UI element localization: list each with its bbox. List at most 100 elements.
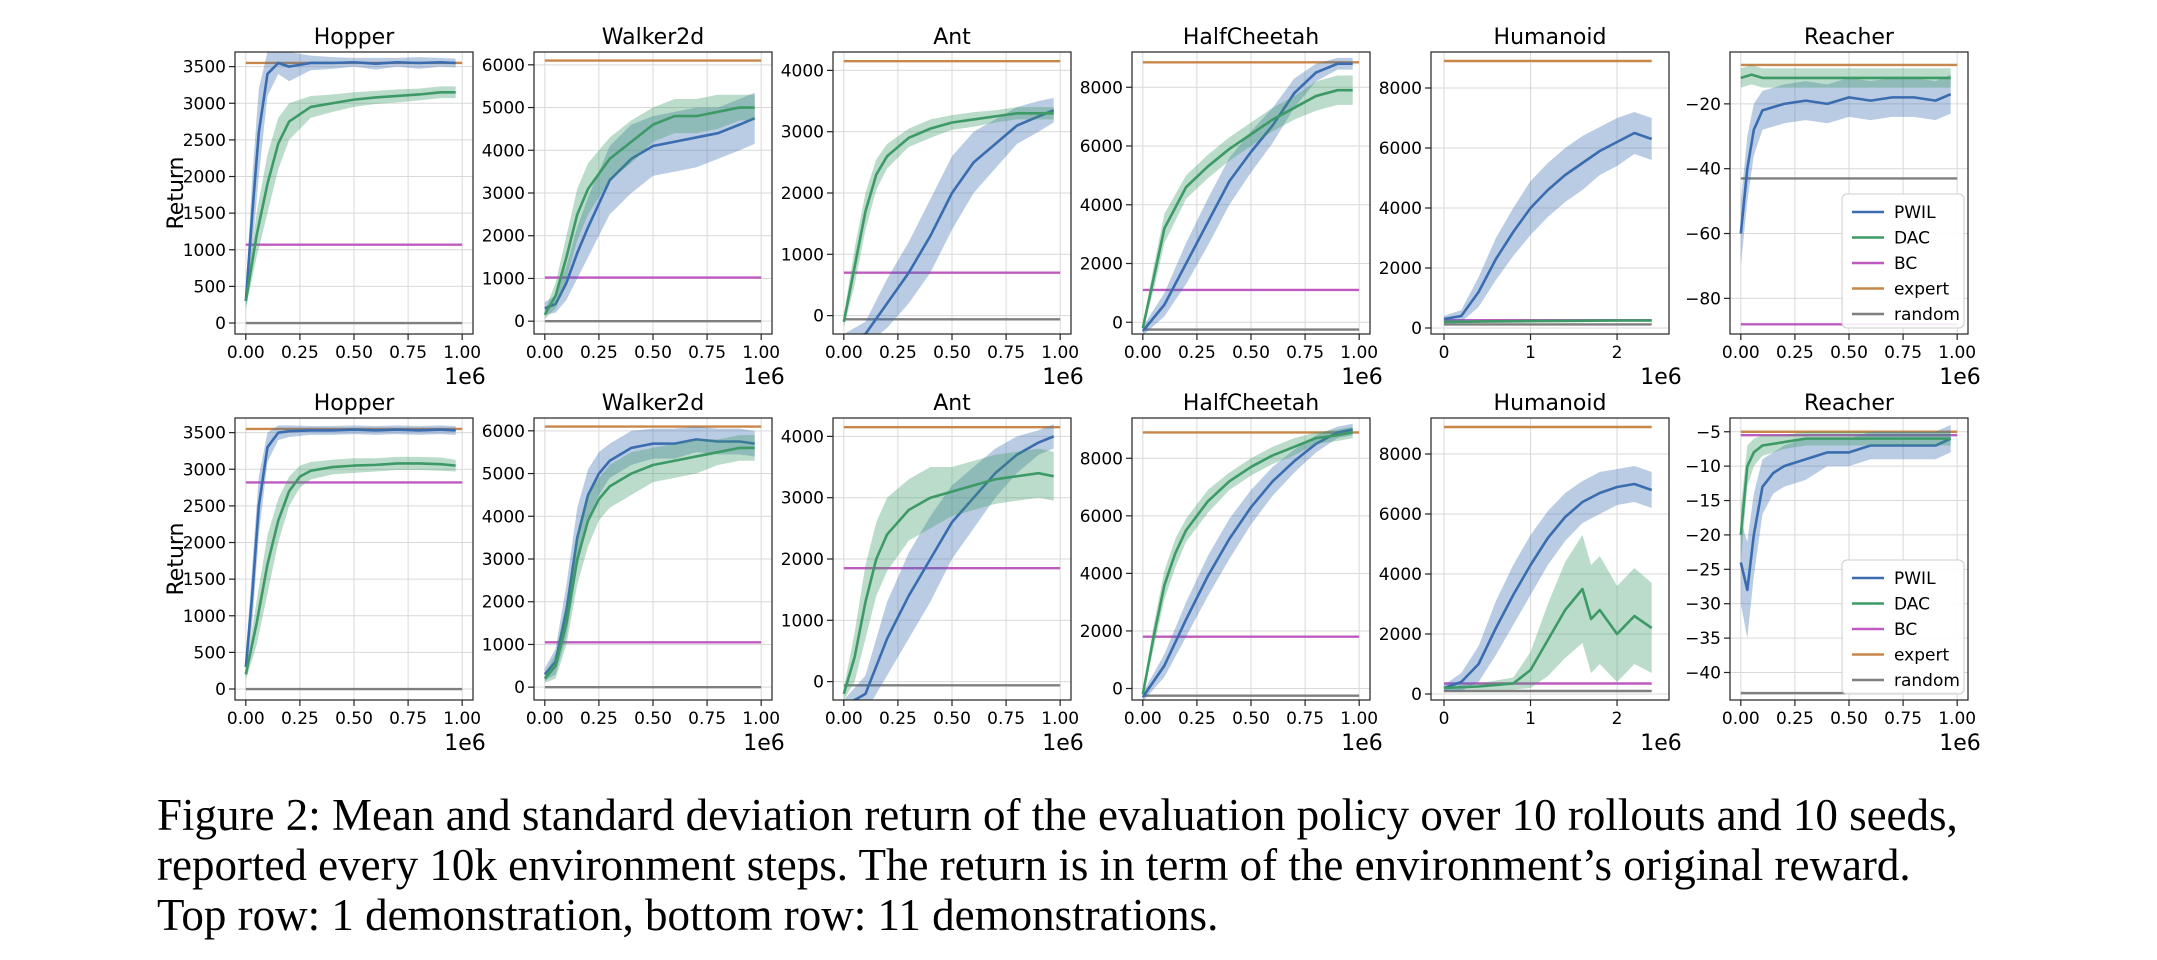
y-tick-label: 2000 (482, 227, 525, 247)
x-tick-label: 0.75 (1286, 343, 1324, 363)
pwil-mean-line (544, 117, 756, 310)
legend: PWIL DAC BC expert random (1841, 193, 1965, 329)
plot-area (244, 425, 463, 691)
pwil-std-band (843, 97, 1054, 334)
y-tick-label: 4000 (1379, 199, 1422, 219)
x-tick-label: 0.75 (1884, 709, 1922, 729)
pwil-std-band (1443, 112, 1652, 322)
y-tick-label: −30 (1685, 595, 1721, 615)
pwil-mean-line (244, 60, 456, 302)
dac-std-band (1443, 535, 1652, 690)
x-tick-label: 1.00 (742, 343, 780, 363)
x-tick-label: 0.25 (1776, 343, 1814, 363)
x-tick-label: 0.25 (1178, 343, 1216, 363)
subplot-1-walker2d: 0.00 0.25 0.50 0.75 1.00 0 1000 2000 3000 4000 500… (482, 25, 785, 390)
legend-label-dac: DAC (1894, 595, 1930, 615)
y-tick-label: 3000 (183, 460, 226, 480)
dac-mean-line (1443, 319, 1652, 324)
y-tick-label: 1000 (183, 607, 226, 627)
legend-box (1841, 559, 1965, 695)
x-multiplier-label: 1e6 (444, 365, 486, 390)
y-tick-label: 6000 (1080, 507, 1123, 527)
subplot-2-humanoid: 0 1 2 0 2000 4000 6000 8000 Humanoid 1e6 (1379, 391, 1682, 756)
x-tick-label: 1 (1525, 709, 1536, 729)
x-tick-label: 0.50 (634, 343, 672, 363)
y-tick-label: 1000 (482, 269, 525, 289)
x-tick-label: 0.00 (526, 343, 564, 363)
pwil-std-band (1740, 424, 1951, 639)
legend-label-dac: DAC (1894, 229, 1930, 249)
y-tick-label: 4000 (1379, 565, 1422, 585)
legend-label-bc: BC (1894, 254, 1917, 274)
subplot-2-halfcheetah: 0.00 0.25 0.50 0.75 1.00 0 2000 4000 6000 8000 Hal… (1080, 391, 1383, 756)
subplot-title: Walker2d (602, 391, 704, 416)
subplot-title: HalfCheetah (1183, 25, 1319, 50)
x-tick-label: 2 (1612, 709, 1623, 729)
x-multiplier-label: 1e6 (743, 365, 785, 390)
y-tick-label: −20 (1685, 526, 1721, 546)
pwil-mean-line (1141, 62, 1353, 332)
legend-label-random: random (1894, 305, 1960, 325)
x-multiplier-label: 1e6 (444, 731, 486, 756)
axes-frame (832, 417, 1072, 701)
x-multiplier-label: 1e6 (743, 731, 785, 756)
x-tick-label: 0.25 (580, 343, 618, 363)
y-tick-label: 0 (215, 680, 226, 700)
plot-area (1141, 57, 1360, 334)
y-tick-label: −10 (1685, 457, 1721, 477)
x-tick-label: 0.50 (933, 343, 971, 363)
y-tick-label: 2000 (183, 168, 226, 188)
subplot-title: Reacher (1804, 25, 1895, 50)
y-tick-label: 1000 (183, 241, 226, 261)
plot-area (244, 52, 463, 325)
y-axis-label: Return (164, 156, 189, 229)
x-tick-label: 0.25 (281, 709, 319, 729)
y-tick-label: 6000 (1379, 505, 1422, 525)
subplot-2-ant: 0.00 0.25 0.50 0.75 1.00 0 1000 2000 3000 4000 Ant… (781, 391, 1084, 756)
x-tick-label: 1.00 (1938, 709, 1976, 729)
plot-area (842, 59, 1061, 334)
x-tick-label: 0 (1439, 709, 1450, 729)
x-multiplier-label: 1e6 (1939, 365, 1981, 390)
axes-frame (533, 51, 773, 335)
x-tick-label: 0.00 (1722, 709, 1760, 729)
y-tick-label: 3000 (781, 123, 824, 143)
x-tick-label: 1 (1525, 343, 1536, 363)
y-tick-label: 500 (194, 643, 226, 663)
axes-frame (234, 51, 474, 335)
subplot-title: Ant (933, 25, 971, 50)
dac-std-band (245, 456, 456, 681)
y-tick-label: 500 (194, 277, 226, 297)
x-tick-label: 1.00 (1041, 343, 1079, 363)
pwil-std-band (544, 92, 755, 315)
y-tick-label: −15 (1685, 492, 1721, 512)
y-tick-label: 0 (813, 307, 824, 327)
x-tick-label: 0.75 (987, 709, 1025, 729)
y-tick-label: −80 (1685, 289, 1721, 309)
y-tick-label: 8000 (1379, 79, 1422, 99)
x-tick-label: 0.00 (526, 709, 564, 729)
dac-mean-line (1740, 73, 1951, 80)
y-tick-label: 8000 (1080, 449, 1123, 469)
x-tick-label: 0.00 (825, 709, 863, 729)
x-multiplier-label: 1e6 (1640, 365, 1682, 390)
axes-frame (1729, 417, 1969, 701)
y-tick-label: 0 (1112, 313, 1123, 333)
x-tick-label: 0.50 (335, 343, 373, 363)
pwil-std-band (1142, 423, 1353, 700)
plot-area (1739, 424, 1958, 695)
y-tick-label: 2000 (183, 534, 226, 554)
x-tick-label: 0.25 (1178, 709, 1216, 729)
y-tick-label: 2000 (1080, 622, 1123, 642)
pwil-mean-line (1443, 482, 1653, 690)
subplot-1-reacher: 0.00 0.25 0.50 0.75 1.00 −80 −60 −40 −20 Reacher 1… (1685, 25, 1981, 390)
legend-label-pwil: PWIL (1894, 203, 1936, 223)
y-tick-label: 0 (1112, 679, 1123, 699)
y-tick-label: 8000 (1080, 78, 1123, 98)
x-tick-label: 0.25 (281, 343, 319, 363)
y-tick-label: 2500 (183, 497, 226, 517)
x-tick-label: 1.00 (443, 709, 481, 729)
subplot-2-reacher: 0.00 0.25 0.50 0.75 1.00 −40 −35 −30 −25 −20 −15 −1… (1685, 391, 1981, 756)
axes-frame (1430, 51, 1670, 335)
